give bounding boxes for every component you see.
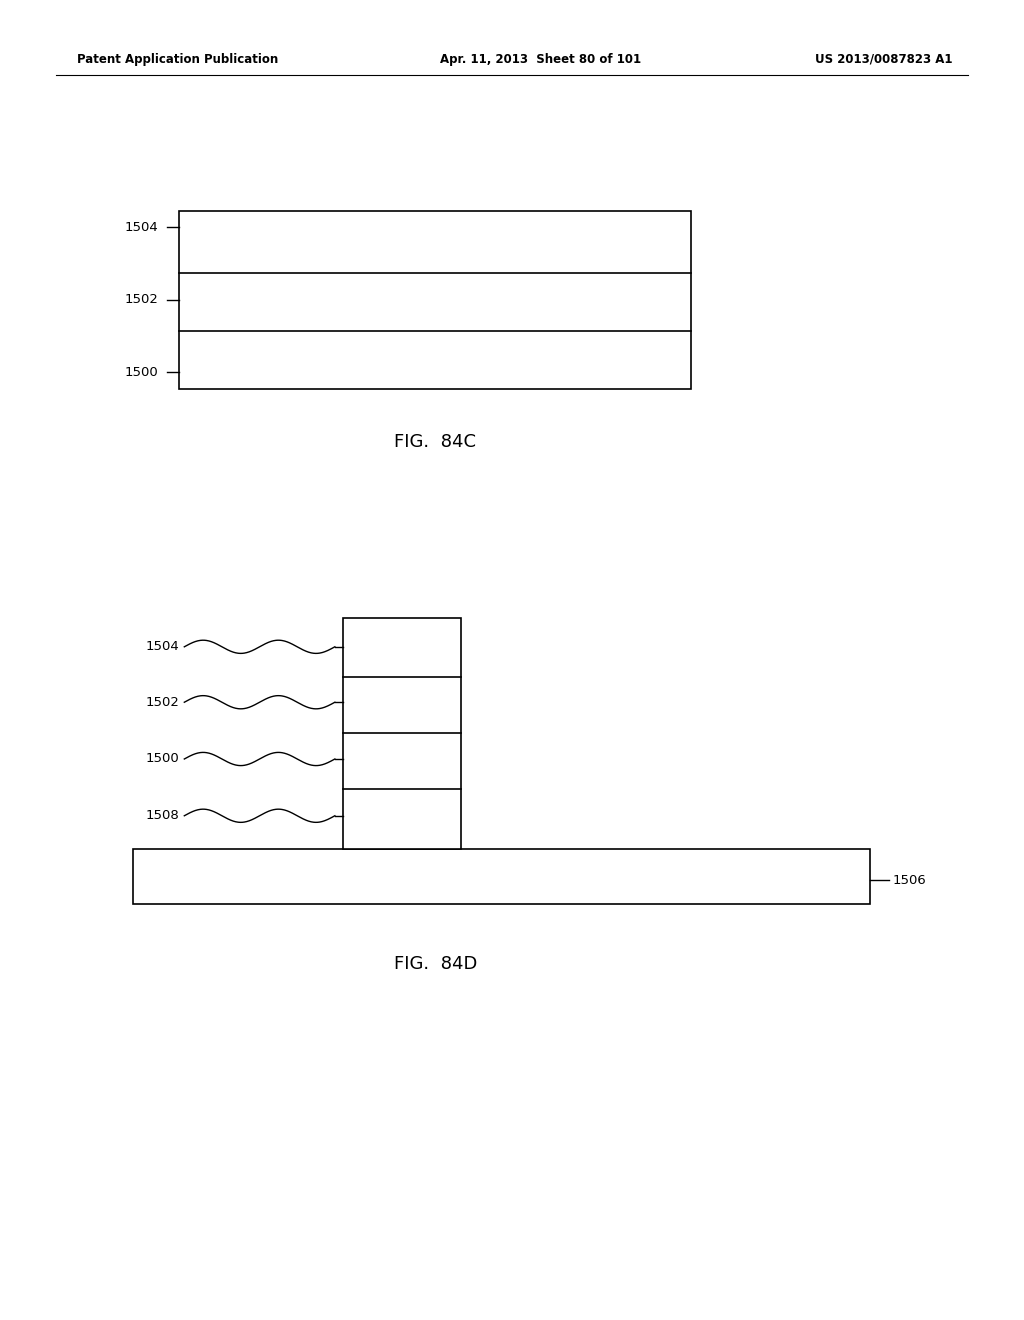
Bar xyxy=(179,211,691,389)
Text: 1500: 1500 xyxy=(125,366,159,379)
Text: Apr. 11, 2013  Sheet 80 of 101: Apr. 11, 2013 Sheet 80 of 101 xyxy=(440,53,641,66)
Text: 1504: 1504 xyxy=(145,640,179,653)
Text: FIG.  84C: FIG. 84C xyxy=(394,433,476,451)
Text: 1504: 1504 xyxy=(125,220,159,234)
Bar xyxy=(133,849,870,904)
Bar xyxy=(343,618,461,849)
Text: 1508: 1508 xyxy=(145,809,179,822)
Text: 1500: 1500 xyxy=(145,752,179,766)
Text: 1502: 1502 xyxy=(145,696,179,709)
Text: Patent Application Publication: Patent Application Publication xyxy=(77,53,279,66)
Text: US 2013/0087823 A1: US 2013/0087823 A1 xyxy=(815,53,952,66)
Text: 1502: 1502 xyxy=(125,293,159,306)
Text: FIG.  84D: FIG. 84D xyxy=(393,954,477,973)
Text: 1506: 1506 xyxy=(893,874,927,887)
